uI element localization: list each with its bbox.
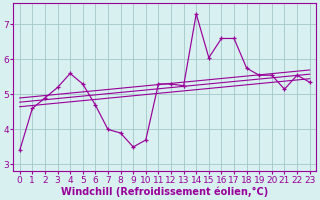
X-axis label: Windchill (Refroidissement éolien,°C): Windchill (Refroidissement éolien,°C) bbox=[61, 186, 268, 197]
